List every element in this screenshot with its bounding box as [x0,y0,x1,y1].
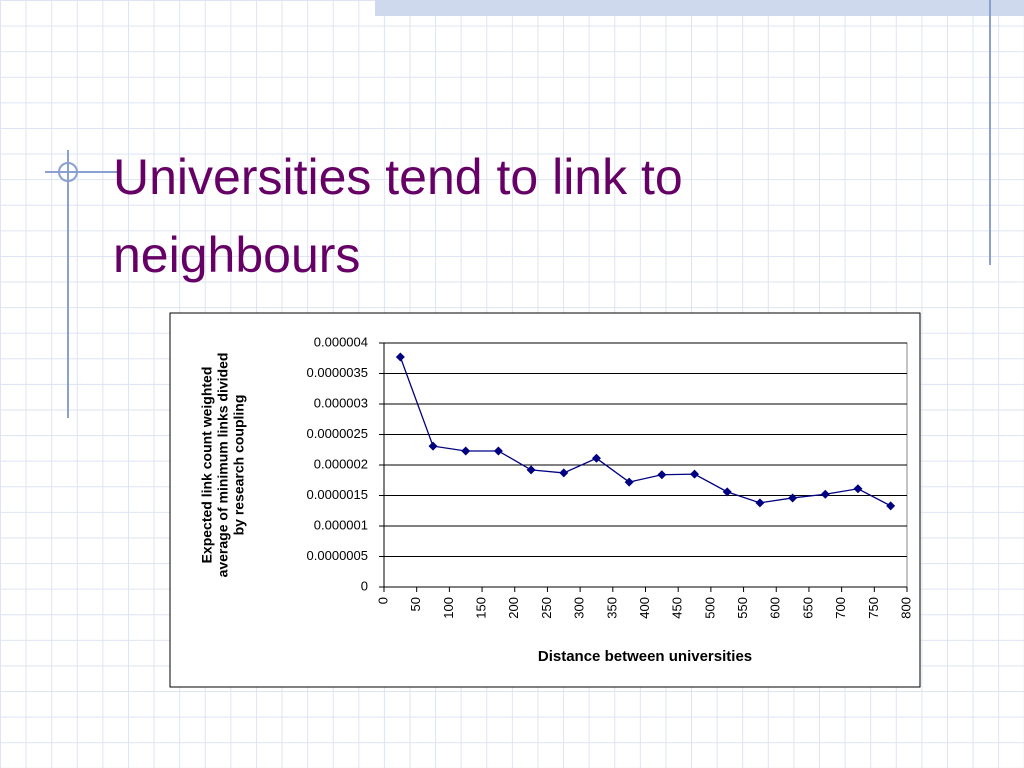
point [755,498,765,508]
series-line [399,356,891,507]
y-tick-label: 0.0000005 [307,548,368,563]
point [395,352,405,362]
x-tick-label: 800 [898,597,913,619]
x-tick-label: 700 [833,597,848,619]
y-axis-label-line: Expected link count weighted [199,367,215,564]
x-tick-label: 400 [637,597,652,619]
y-tick-label: 0.000002 [314,456,368,471]
x-tick-label: 550 [735,597,750,619]
y-tick-label: 0.0000015 [307,487,368,502]
point [624,477,634,487]
x-tick-label: 250 [539,597,554,619]
x-tick-label: 350 [604,597,619,619]
y-tick-label: 0.000001 [314,517,368,532]
point [559,468,569,478]
point [886,501,896,511]
top-band [375,0,1024,16]
point [657,470,667,480]
point [722,487,732,497]
slide-title: Universities tend to link to neighbours [113,149,683,283]
y-axis-label: Expected link count weighted average of m… [199,353,247,578]
point [526,465,536,475]
x-tick-label: 600 [768,597,783,619]
x-tick-label: 100 [441,597,456,619]
y-tick-label: 0.0000035 [307,365,368,380]
x-tick-label: 650 [800,597,815,619]
y-tick-label: 0.0000025 [307,426,368,441]
y-tick-label: 0.000003 [314,395,368,410]
x-tick-label: 450 [670,597,685,619]
y-axis-label-line: average of minimum links divided [215,353,231,578]
point [428,441,438,451]
x-tick-label: 50 [408,597,423,611]
x-tick-label: 500 [702,597,717,619]
deco-circle [58,162,78,182]
y-axis-label-line: by research coupling [231,395,247,536]
x-tick-label: 200 [506,597,521,619]
x-tick-label: 0 [375,597,390,604]
x-tick-label: 150 [474,597,489,619]
point [461,446,471,456]
point [820,489,830,499]
x-axis-label: Distance between universities [538,648,752,665]
point [690,469,700,479]
point [493,446,503,456]
point [591,453,601,463]
y-tick-label: 0 [361,578,368,593]
x-tick-label: 300 [572,597,587,619]
point [788,493,798,503]
x-tick-label: 750 [866,597,881,619]
y-tick-label: 0.000004 [314,334,368,349]
point [853,484,863,494]
